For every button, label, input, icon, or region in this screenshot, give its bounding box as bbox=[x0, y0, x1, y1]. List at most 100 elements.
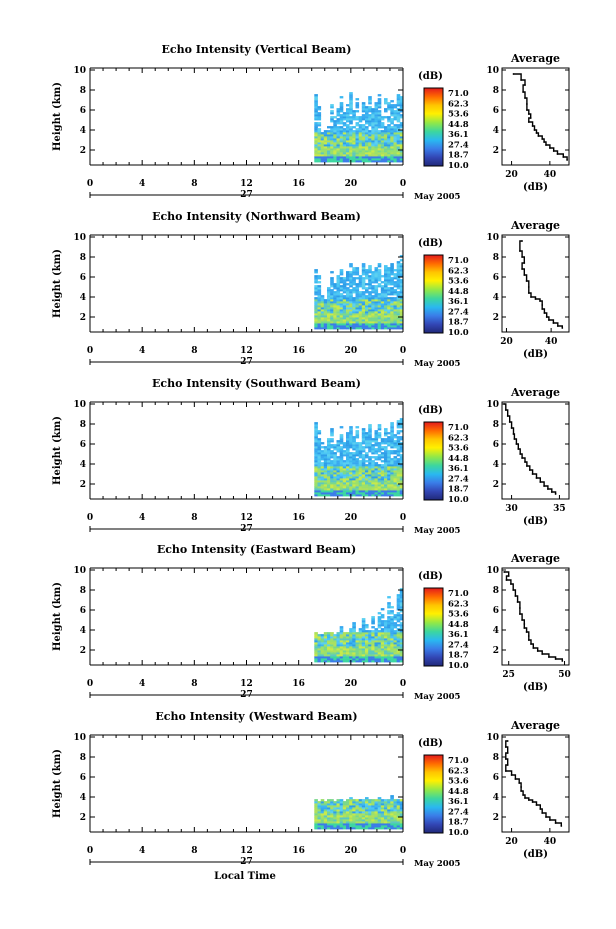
heatmap-cell bbox=[371, 476, 375, 479]
heatmap-cell bbox=[384, 434, 388, 437]
heatmap-cell bbox=[355, 317, 360, 320]
heatmap-cell bbox=[387, 817, 391, 820]
heatmap-cell bbox=[352, 821, 356, 824]
heatmap-cell bbox=[349, 454, 353, 457]
heatmap-cell bbox=[314, 124, 318, 127]
heatmap-cell bbox=[355, 807, 360, 810]
heatmap-cell bbox=[314, 154, 318, 157]
heatmap-cell bbox=[374, 110, 379, 113]
heatmap-cell bbox=[387, 482, 391, 485]
average-ytick-label: 10 bbox=[486, 733, 499, 743]
heatmap-cell bbox=[339, 646, 344, 649]
heatmap-cell bbox=[346, 809, 350, 812]
heatmap-cell bbox=[368, 96, 372, 99]
heatmap-cell bbox=[387, 291, 391, 294]
heatmap-cell bbox=[387, 299, 391, 302]
heatmap-cell bbox=[342, 809, 347, 812]
heatmap-cell bbox=[387, 305, 391, 308]
heatmap-cell bbox=[346, 136, 350, 139]
heatmap-cell bbox=[387, 811, 391, 814]
heatmap-cell bbox=[346, 124, 350, 127]
heatmap-cell bbox=[317, 819, 322, 822]
heatmap-cell bbox=[336, 801, 341, 804]
heatmap-cell bbox=[396, 466, 401, 469]
heatmap-cell bbox=[396, 596, 401, 599]
heatmap-cell bbox=[384, 142, 388, 145]
heatmap-cell bbox=[314, 424, 318, 427]
average-profile-point bbox=[524, 84, 526, 86]
heatmap-cell bbox=[358, 474, 363, 477]
heatmap-cell bbox=[355, 827, 360, 830]
heatmap-cell bbox=[396, 442, 401, 445]
heatmap-cell bbox=[320, 660, 325, 663]
heatmap-cell bbox=[333, 309, 337, 312]
heatmap-cell bbox=[336, 825, 341, 828]
heatmap-cell bbox=[355, 287, 360, 290]
heatmap-ytick-label: 8 bbox=[80, 86, 86, 96]
heatmap-cell bbox=[327, 488, 331, 491]
heatmap-cell bbox=[377, 819, 382, 822]
heatmap-cell bbox=[384, 468, 388, 471]
heatmap-cell bbox=[317, 482, 322, 485]
heatmap-cell bbox=[371, 478, 375, 481]
heatmap-cell bbox=[377, 458, 382, 461]
heatmap-cell bbox=[342, 468, 347, 471]
heatmap-cell bbox=[323, 490, 328, 493]
heatmap-cell bbox=[368, 138, 372, 141]
heatmap-cell bbox=[358, 281, 363, 284]
heatmap-cell bbox=[368, 652, 372, 655]
heatmap-cell bbox=[333, 323, 337, 326]
heatmap-cell bbox=[390, 146, 394, 149]
heatmap-cell bbox=[355, 634, 360, 637]
heatmap-cell bbox=[368, 146, 372, 149]
heatmap-cell bbox=[339, 807, 344, 810]
heatmap-cell bbox=[390, 126, 394, 129]
heatmap-cell bbox=[377, 160, 382, 163]
heatmap-cell bbox=[374, 636, 379, 639]
heatmap-cell bbox=[349, 638, 353, 641]
heatmap-cell bbox=[358, 277, 363, 280]
heatmap-cell bbox=[377, 311, 382, 314]
heatmap-cell bbox=[368, 458, 372, 461]
heatmap-cell bbox=[342, 650, 347, 653]
heatmap-cell bbox=[380, 827, 385, 830]
heatmap-cell bbox=[336, 287, 341, 290]
heatmap-cell bbox=[346, 452, 350, 455]
heatmap-cell bbox=[323, 456, 328, 459]
heatmap-cell bbox=[384, 271, 388, 274]
heatmap-cell bbox=[361, 303, 366, 306]
heatmap-cell bbox=[342, 450, 347, 453]
heatmap-cell bbox=[352, 148, 356, 151]
colorbar-label: 62.3 bbox=[448, 766, 469, 776]
heatmap-cell bbox=[393, 460, 398, 463]
heatmap-cell bbox=[330, 644, 334, 647]
heatmap-cell bbox=[384, 632, 388, 635]
heatmap-cell bbox=[399, 255, 404, 258]
heatmap-cell bbox=[361, 658, 366, 661]
heatmap-cell bbox=[399, 134, 404, 137]
heatmap-cell bbox=[380, 803, 385, 806]
heatmap-cell bbox=[371, 803, 375, 806]
heatmap-cell bbox=[384, 476, 388, 479]
heatmap-cell bbox=[330, 303, 334, 306]
heatmap-cell bbox=[349, 134, 353, 137]
heatmap-cell bbox=[377, 660, 382, 663]
heatmap-cell bbox=[327, 438, 331, 441]
heatmap-cell bbox=[377, 652, 382, 655]
average-profile-point bbox=[541, 138, 544, 140]
heatmap-cell bbox=[342, 464, 347, 467]
heatmap-cell bbox=[387, 460, 391, 463]
heatmap-cell bbox=[349, 444, 353, 447]
heatmap-xtick-label: 8 bbox=[191, 846, 197, 856]
heatmap-cell bbox=[377, 122, 382, 125]
heatmap-cell bbox=[339, 122, 344, 125]
average-profile-point bbox=[543, 485, 545, 487]
heatmap-cell bbox=[393, 813, 398, 816]
heatmap-cell bbox=[320, 452, 325, 455]
heatmap-cell bbox=[346, 478, 350, 481]
heatmap-cell bbox=[371, 317, 375, 320]
heatmap-cell bbox=[365, 646, 369, 649]
heatmap-cell bbox=[333, 642, 337, 645]
heatmap-cell bbox=[330, 313, 334, 316]
heatmap-cell bbox=[365, 138, 369, 141]
